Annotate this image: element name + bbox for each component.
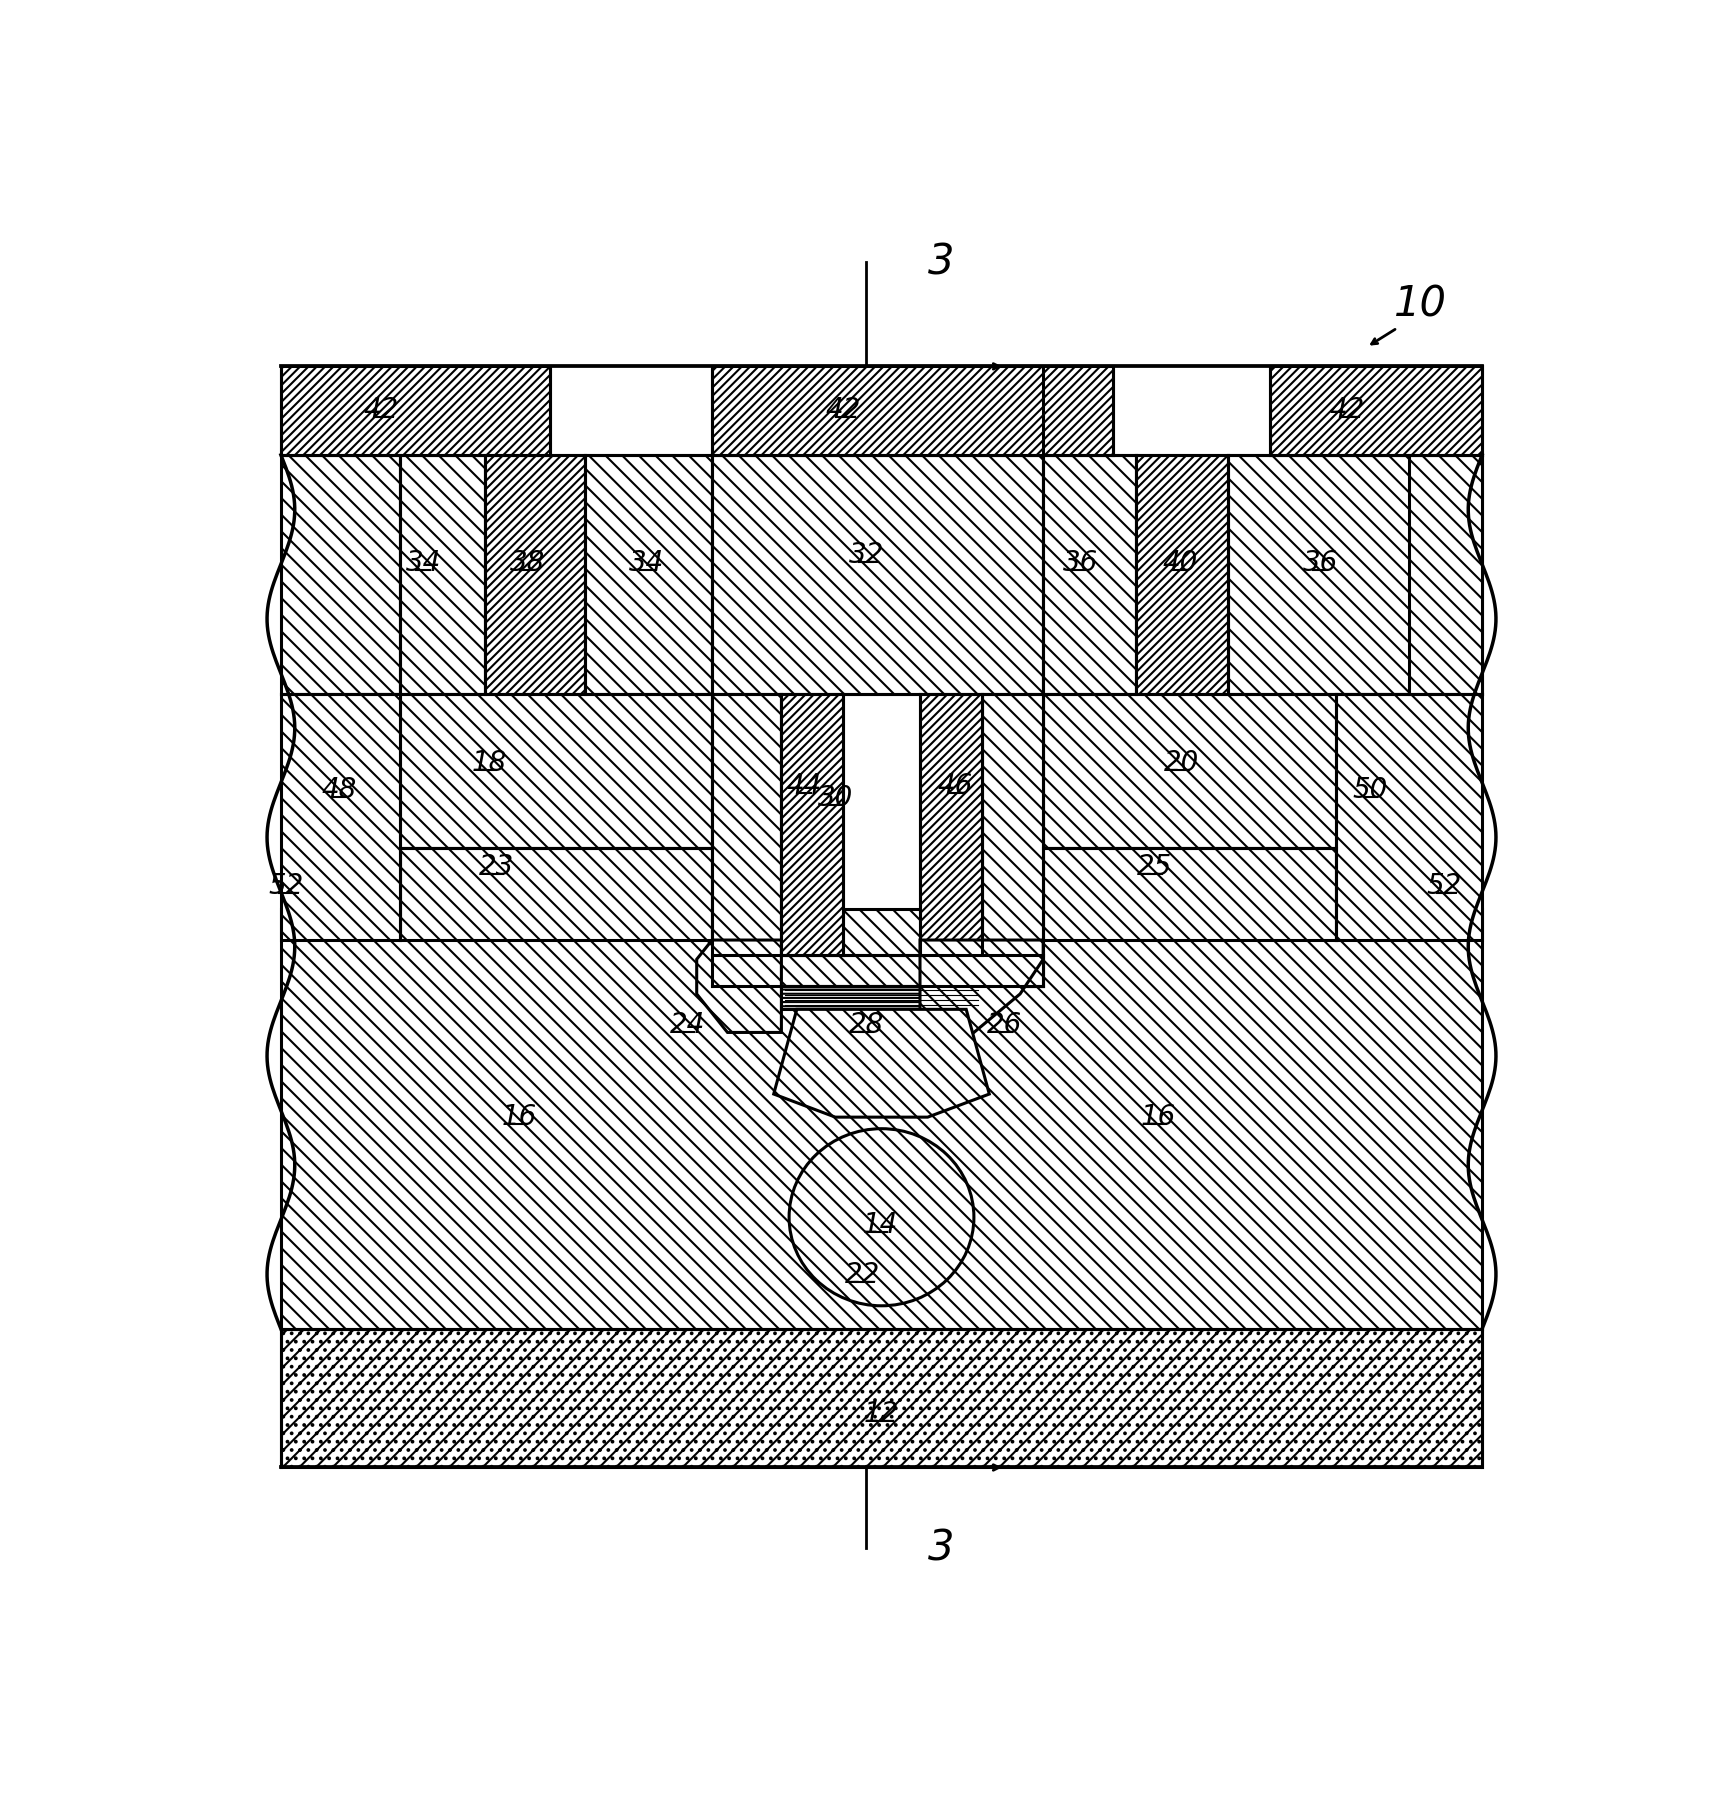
- Bar: [982, 694, 1044, 986]
- Text: 36: 36: [1302, 550, 1338, 577]
- Text: 25: 25: [1137, 852, 1173, 881]
- Text: 22: 22: [845, 1261, 881, 1288]
- Bar: [280, 910, 1483, 1328]
- Text: 30: 30: [817, 784, 853, 811]
- Bar: [712, 955, 1044, 986]
- Bar: [280, 694, 401, 941]
- Text: 26: 26: [987, 1011, 1022, 1038]
- Bar: [1271, 366, 1483, 454]
- Bar: [920, 694, 982, 955]
- Text: 42: 42: [1330, 396, 1366, 423]
- Text: 36: 36: [1063, 550, 1097, 577]
- Text: 52: 52: [268, 872, 304, 901]
- Text: 32: 32: [848, 541, 884, 569]
- Bar: [781, 694, 843, 955]
- Text: 52: 52: [1426, 872, 1462, 901]
- Bar: [1228, 454, 1483, 694]
- Bar: [712, 454, 1044, 694]
- Bar: [1409, 454, 1483, 694]
- Bar: [280, 366, 550, 454]
- Text: 3: 3: [927, 1528, 955, 1570]
- Bar: [1135, 454, 1228, 694]
- Text: 20: 20: [1164, 750, 1199, 777]
- Text: 46: 46: [937, 771, 972, 800]
- Text: 3: 3: [927, 241, 955, 283]
- Bar: [1044, 454, 1135, 694]
- Text: 50: 50: [1354, 777, 1388, 804]
- Bar: [401, 847, 712, 941]
- Text: 34: 34: [406, 550, 440, 577]
- Polygon shape: [697, 941, 781, 1033]
- Ellipse shape: [789, 1128, 974, 1306]
- Text: 40: 40: [1163, 550, 1197, 577]
- Bar: [280, 1328, 1483, 1467]
- Text: 48: 48: [322, 777, 356, 804]
- Text: 38: 38: [509, 550, 545, 577]
- Text: 10: 10: [1393, 283, 1447, 326]
- Polygon shape: [774, 1009, 989, 1117]
- Text: 16: 16: [502, 1103, 537, 1132]
- Text: 42: 42: [363, 396, 399, 423]
- Text: 28: 28: [848, 1011, 884, 1038]
- Bar: [712, 366, 1113, 454]
- Text: 44: 44: [786, 771, 822, 800]
- Bar: [1044, 847, 1336, 941]
- Text: 12: 12: [863, 1400, 900, 1427]
- Bar: [401, 454, 485, 694]
- Bar: [1336, 694, 1483, 941]
- Text: 24: 24: [669, 1011, 705, 1038]
- Bar: [712, 694, 781, 986]
- Text: 18: 18: [471, 750, 506, 777]
- Polygon shape: [920, 941, 1044, 1033]
- Text: 14: 14: [862, 1211, 898, 1240]
- Bar: [280, 454, 401, 694]
- Bar: [361, 694, 712, 847]
- Text: 23: 23: [478, 852, 514, 881]
- Bar: [781, 986, 982, 1009]
- Bar: [585, 454, 712, 694]
- Text: 16: 16: [1140, 1103, 1176, 1132]
- Text: 34: 34: [630, 550, 664, 577]
- Bar: [1044, 694, 1409, 847]
- Text: 42: 42: [826, 396, 860, 423]
- Bar: [485, 454, 585, 694]
